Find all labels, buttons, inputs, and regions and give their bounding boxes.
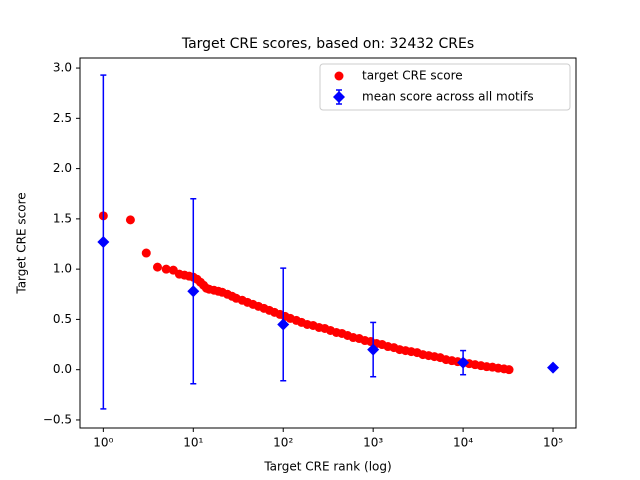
diamond-marker [277,318,290,331]
circle-marker [152,262,162,272]
x-tick-label: 10⁵ [543,436,563,450]
y-tick-label: 1.0 [53,262,72,276]
diamond-marker [547,361,560,374]
circle-marker [125,215,135,225]
y-tick-label: 0.5 [53,312,72,326]
chart-title: Target CRE scores, based on: 32432 CREs [181,36,474,52]
diamond-marker [367,343,380,356]
circle-marker [504,365,514,375]
legend-box [319,63,571,111]
plot-frame [79,57,577,429]
x-tick-label: 10³ [363,436,383,450]
circle-marker [161,264,171,274]
diamond-marker [187,285,200,298]
x-tick-label: 10² [273,436,293,450]
y-tick-label: 1.5 [53,211,72,225]
legend-label: target CRE score [362,69,463,83]
x-axis-label: Target CRE rank (log) [263,460,391,474]
y-tick-label: 2.0 [53,161,72,175]
x-tick-label: 10⁰ [93,436,113,450]
y-tick-label: 2.5 [53,111,72,125]
circle-marker [141,248,151,258]
y-axis-label: Target CRE score [15,192,29,294]
y-tick-label: 0.0 [53,362,72,376]
x-tick-label: 10⁴ [453,436,473,450]
y-tick-label: 3.0 [53,61,72,75]
diamond-marker [97,235,110,248]
diamond-marker [457,356,470,369]
legend-marker [334,71,344,81]
y-tick-label: −0.5 [43,412,72,426]
x-tick-label: 10¹ [183,436,203,450]
legend-label: mean score across all motifs [362,90,534,104]
plot-area [97,74,560,410]
legend-marker [333,91,345,103]
